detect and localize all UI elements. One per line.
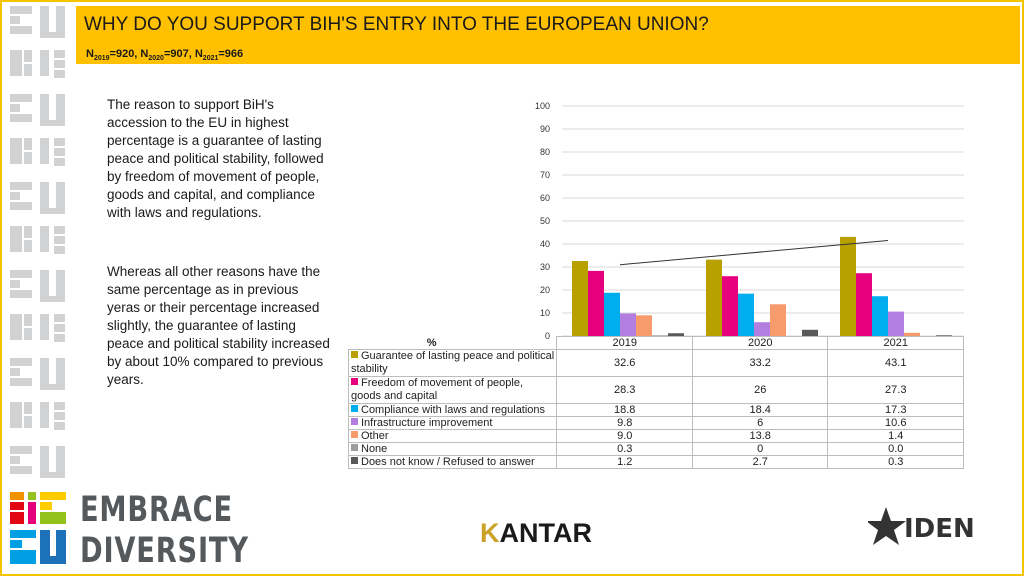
bar [840,236,856,336]
bar [652,335,668,336]
unit-label: % [348,336,558,350]
data-cell: 32.6 [556,349,693,377]
data-cell: 0.3 [827,455,964,469]
legend-key [351,418,358,425]
y-tick-label: 60 [540,193,550,203]
bar [904,332,920,336]
data-cell: 6 [691,416,829,430]
bar [856,273,872,336]
bar [668,333,684,336]
legend-entry: Infrastructure improvement [347,416,558,430]
data-cell: 10.6 [827,416,964,430]
data-cell: 13.8 [691,429,829,443]
table-row: Other 9.0 13.8 1.4 [347,429,964,443]
data-cell: 1.4 [827,429,964,443]
category-label: 2020 [691,336,829,350]
bar [722,276,738,336]
data-cell: 43.1 [827,349,964,377]
category-label: 2019 [556,336,693,350]
bih-eu-pattern [10,6,65,478]
bar [872,296,888,336]
data-cell: 0.3 [556,442,693,456]
y-tick-label: 70 [540,170,550,180]
table-row: Compliance with laws and regulations 18.8… [347,403,964,417]
y-tick-label: 90 [540,124,550,134]
legend-entry: Freedom of movement of people, goods and… [347,376,558,404]
y-tick-label: 20 [540,285,550,295]
table-row: Guarantee of lasting peace and political… [347,349,964,377]
data-cell: 26 [691,376,829,404]
y-tick-label: 40 [540,239,550,249]
category-label: 2021 [827,336,964,350]
kantar-logo: KANTAR [480,518,592,548]
summary-paragraph-2: Whereas all other reasons have the same … [107,264,330,387]
ideen-wordmark: IDEN [904,514,975,544]
y-tick-label: 0 [545,331,550,341]
bar [572,261,588,336]
legend-entry: Guarantee of lasting peace and political… [347,349,558,377]
bar [770,304,786,336]
bar [888,311,904,336]
legend-key [351,351,358,358]
bar [802,329,818,336]
legend-key [351,457,358,464]
summary-paragraph-1: The reason to support BiH's accession to… [107,97,324,220]
bar [636,315,652,336]
data-cell: 1.2 [556,455,693,469]
bar [754,322,770,336]
data-cell: 2.7 [691,455,829,469]
legend-key [351,378,358,385]
bar [604,292,620,336]
bar [706,259,722,336]
table-row: Infrastructure improvement 9.8 6 10.6 [347,416,964,430]
legend-key [351,431,358,438]
embrace-diversity-logo [10,492,66,564]
table-row: None 0.3 0 0.0 [347,442,964,456]
legend-entry: None [347,442,558,456]
data-cell: 27.3 [827,376,964,404]
y-tick-label: 30 [540,262,550,272]
y-tick-label: 10 [540,308,550,318]
data-cell: 28.3 [556,376,693,404]
legend-key [351,444,358,451]
bar [620,313,636,336]
legend-entry: Compliance with laws and regulations [347,403,558,417]
table-row: Does not know / Refused to answer 1.2 2.7 0… [347,455,964,469]
title-bar: WHY DO YOU SUPPORT BIH'S ENTRY INTO THE … [76,6,1020,64]
data-cell: 17.3 [827,403,964,417]
trendline [619,240,889,266]
sample-size: N2019=920, N2020=907, N2021=966 [86,48,244,63]
brand-wordmark: EMBRACE DIVERSITY [80,490,249,571]
y-tick-label: 50 [540,216,550,226]
bar-chart: 0 10 20 30 40 50 60 70 80 90 100 [535,101,964,341]
bar [588,270,604,336]
y-tick-label: 80 [540,147,550,157]
data-cell: 33.2 [691,349,829,377]
bar [936,335,952,336]
table-row: Freedom of movement of people, goods and… [347,376,964,404]
legend-entry: Other [347,429,558,443]
data-cell: 0.0 [827,442,964,456]
data-table: % 2019 2020 2021 Guarantee of lasting peace … [347,336,964,469]
data-cell: 18.4 [691,403,829,417]
data-cell: 9.0 [556,429,693,443]
data-cell: 9.8 [556,416,693,430]
y-tick-label: 100 [535,101,550,111]
data-cell: 18.8 [556,403,693,417]
legend-key [351,405,358,412]
page-title: WHY DO YOU SUPPORT BIH'S ENTRY INTO THE … [84,14,709,35]
ideen-logo: IDEN [868,507,975,545]
table-header-row: % 2019 2020 2021 [348,336,964,350]
legend-entry: Does not know / Refused to answer [347,455,558,469]
bar [738,293,754,336]
data-cell: 0 [691,442,829,456]
